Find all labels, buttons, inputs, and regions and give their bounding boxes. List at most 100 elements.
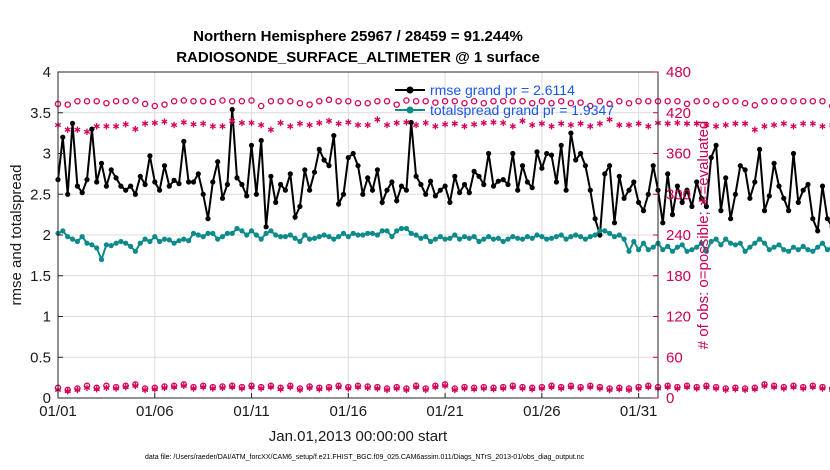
data-point <box>577 385 584 392</box>
asterisk-stroke <box>64 127 71 132</box>
data-point <box>229 117 236 125</box>
data-point <box>118 238 124 245</box>
data-point <box>258 385 265 392</box>
data-point <box>800 120 807 127</box>
data-point <box>302 167 308 173</box>
asterisk-stroke <box>422 120 429 126</box>
data-point <box>611 234 618 240</box>
data-point <box>761 240 768 246</box>
data-point <box>800 243 806 249</box>
data-point <box>335 97 342 105</box>
data-point <box>544 236 550 242</box>
asterisk-stroke <box>200 121 207 126</box>
data-point <box>770 383 778 391</box>
data-point <box>161 384 168 391</box>
asterisk-stroke <box>558 121 565 126</box>
data-point <box>113 240 119 246</box>
data-point <box>234 225 240 232</box>
data-point <box>147 238 153 245</box>
asterisk-stroke <box>383 122 391 128</box>
data-point <box>621 195 627 201</box>
data-point <box>751 126 758 133</box>
data-point <box>384 187 390 193</box>
data-point <box>509 97 517 105</box>
data-point <box>74 97 81 105</box>
data-point <box>679 242 685 248</box>
data-point <box>374 116 381 123</box>
asterisk-stroke <box>819 124 826 129</box>
data-point <box>665 243 671 249</box>
asterisk-stroke <box>229 384 236 390</box>
data-point <box>83 97 91 105</box>
asterisk-stroke <box>741 121 749 126</box>
asterisk-stroke <box>325 118 333 124</box>
data-point <box>69 120 76 126</box>
data-point <box>451 120 458 127</box>
asterisk-stroke <box>625 122 633 128</box>
data-point <box>331 133 337 139</box>
data-point <box>712 101 720 108</box>
data-point <box>625 99 633 107</box>
data-point <box>732 386 739 393</box>
asterisk-stroke <box>529 122 536 128</box>
asterisk-stroke <box>258 122 265 128</box>
data-point <box>132 125 139 133</box>
asterisk-stroke <box>267 384 275 390</box>
data-point <box>170 97 178 105</box>
data-point <box>809 383 816 391</box>
data-point <box>437 234 443 240</box>
asterisk-stroke <box>712 124 720 129</box>
data-point <box>253 191 259 197</box>
data-point <box>815 244 821 250</box>
data-point <box>374 167 380 173</box>
data-point <box>728 240 734 246</box>
data-point <box>103 123 110 130</box>
data-point <box>89 126 95 132</box>
data-point <box>476 238 482 245</box>
data-point <box>186 238 192 244</box>
data-point <box>693 120 700 127</box>
asterisk-stroke <box>374 386 381 391</box>
asterisk-stroke <box>354 384 362 390</box>
data-point <box>732 97 739 105</box>
asterisk-stroke <box>316 120 323 126</box>
data-point <box>683 120 691 127</box>
ticks: 01/01 01/06 01/11 01/16 01/21 01/26 01/31 0 0.5 1… <box>30 64 691 420</box>
data-point <box>790 383 797 391</box>
data-point <box>810 216 816 222</box>
data-point <box>181 138 187 144</box>
data-point <box>79 234 85 240</box>
chart-subtitle: RADIOSONDE_SURFACE_ALTIMETER @ 1 surface <box>176 49 540 66</box>
asterisk-stroke <box>277 120 284 126</box>
asterisk-stroke <box>287 124 294 129</box>
data-point <box>141 120 149 127</box>
data-point <box>432 99 439 106</box>
data-point <box>480 385 487 392</box>
asterisk-stroke <box>674 120 681 126</box>
data-point <box>824 216 830 222</box>
data-point <box>563 187 569 193</box>
asterisk-stroke <box>180 120 187 125</box>
asterisk-stroke <box>374 117 381 122</box>
data-point <box>582 236 589 242</box>
asterisk-stroke <box>732 387 739 392</box>
data-point <box>360 191 366 197</box>
data-point <box>490 236 497 242</box>
data-point <box>180 382 187 389</box>
data-point <box>776 242 782 248</box>
data-point <box>766 193 772 199</box>
data-point <box>558 142 564 148</box>
y-tick-label: 0.5 <box>30 349 51 366</box>
y-tick-label: 1 <box>43 309 51 326</box>
x-tick-label: 01/31 <box>620 403 658 420</box>
asterisk-stroke <box>132 383 139 388</box>
data-point <box>596 120 604 127</box>
data-point <box>509 383 516 391</box>
data-point <box>737 240 743 246</box>
data-point <box>694 244 700 250</box>
data-point <box>340 230 347 236</box>
data-point <box>132 191 138 197</box>
data-point <box>200 234 206 240</box>
data-point <box>606 386 613 394</box>
data-point <box>297 238 303 245</box>
